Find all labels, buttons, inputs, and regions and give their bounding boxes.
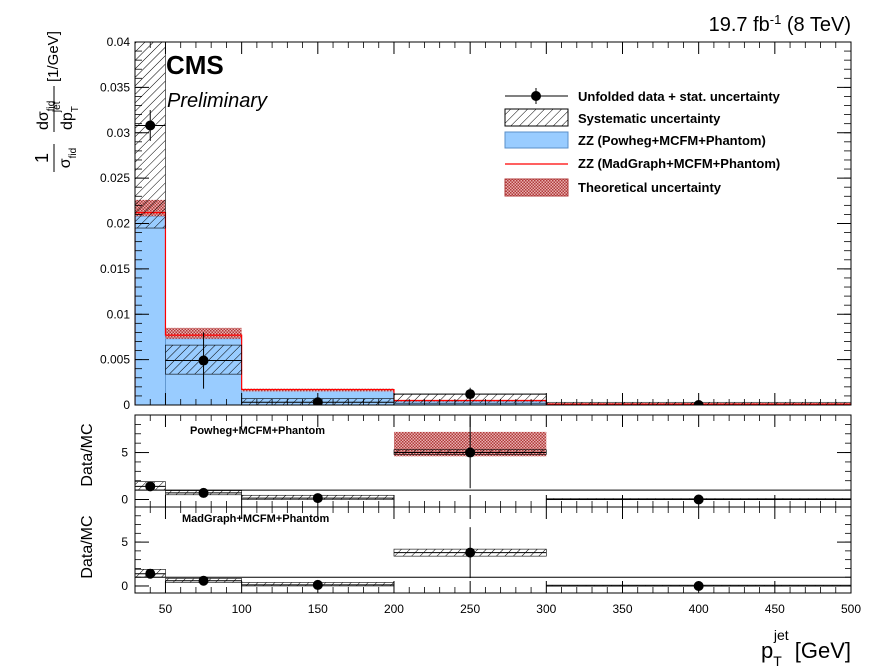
y-tick-label: 0.035 bbox=[100, 80, 130, 94]
cms-label: CMS bbox=[166, 50, 224, 80]
lumi-label: 19.7 fb-1 (8 TeV) bbox=[709, 12, 851, 37]
legend-label-theo: Theoretical uncertainty bbox=[578, 180, 722, 195]
legend-label-data: Unfolded data + stat. uncertainty bbox=[578, 89, 781, 104]
y-tick-label: 0 bbox=[123, 398, 130, 412]
ratio-panel-madgraph: 0 5 MadGraph+MCFM+Phantom bbox=[121, 506, 852, 594]
svg-text:σfid: σfid bbox=[57, 148, 79, 168]
legend-label-syst: Systematic uncertainty bbox=[578, 111, 721, 126]
y-tick-label: 0.02 bbox=[107, 217, 131, 231]
preliminary-label: Preliminary bbox=[167, 90, 268, 112]
x-tick-label: 150 bbox=[308, 602, 328, 616]
y-axis-label-ratio1: Data/MC bbox=[79, 423, 96, 486]
legend: Unfolded data + stat. uncertainty System… bbox=[504, 88, 781, 197]
x-tick-label: 250 bbox=[460, 602, 480, 616]
x-tick-label: 400 bbox=[689, 602, 709, 616]
x-axis-label: pTjet [GeV] bbox=[761, 627, 851, 669]
ratio2-title: MadGraph+MCFM+Phantom bbox=[182, 513, 330, 525]
data-point bbox=[198, 355, 209, 366]
ratio2-point bbox=[465, 547, 476, 558]
ratio2-frame bbox=[134, 506, 852, 594]
x-tick-label: 50 bbox=[159, 602, 173, 616]
legend-marker-theo bbox=[504, 178, 569, 197]
ratio2-point bbox=[145, 568, 156, 579]
y-tick-label: 0.015 bbox=[100, 262, 130, 276]
svg-text:[1/GeV]: [1/GeV] bbox=[45, 31, 62, 82]
ratio1-title: Powheg+MCFM+Phantom bbox=[190, 425, 325, 437]
x-tick-label: 450 bbox=[765, 602, 785, 616]
x-tick-label: 200 bbox=[384, 602, 404, 616]
ratio1-y-tick-label: 5 bbox=[121, 446, 128, 460]
y-axis-label-ratio2: Data/MC bbox=[79, 515, 96, 578]
y-tick-label: 0.03 bbox=[107, 126, 131, 140]
svg-text:dσfid: dσfid bbox=[35, 101, 57, 130]
legend-marker-data bbox=[505, 88, 568, 104]
powheg-bar bbox=[135, 215, 166, 405]
madgraph-line bbox=[135, 212, 851, 405]
y-tick-label: 0.025 bbox=[100, 171, 130, 185]
svg-text:1: 1 bbox=[32, 153, 52, 163]
x-axis: 50 100 150 200 250 300 350 400 450 500 bbox=[134, 42, 861, 616]
ratio1-y-tick-label: 0 bbox=[121, 492, 128, 506]
y-tick-label: 0.04 bbox=[107, 35, 131, 49]
ratio2-y-tick-label: 0 bbox=[121, 579, 128, 593]
y-tick-label: 0.01 bbox=[107, 307, 131, 321]
ratio1-point bbox=[465, 447, 476, 458]
x-tick-label: 500 bbox=[841, 602, 861, 616]
y-tick-label: 0.005 bbox=[100, 353, 130, 367]
svg-text:dpTjet: dpTjet bbox=[52, 101, 81, 130]
legend-marker-syst bbox=[504, 108, 569, 127]
x-tick-label: 300 bbox=[536, 602, 556, 616]
ratio-panel-powheg: 0 5 Powheg+MCFM+Phantom bbox=[121, 414, 852, 508]
x-tick-label: 100 bbox=[232, 602, 252, 616]
legend-marker-powheg bbox=[504, 131, 569, 149]
ratio1-point bbox=[145, 481, 156, 492]
legend-label-madgraph: ZZ (MadGraph+MCFM+Phantom) bbox=[578, 156, 780, 171]
y-axis-label-main: 1 σfid dσfid dpTjet [1/GeV] bbox=[32, 31, 81, 172]
data-point bbox=[145, 120, 156, 131]
ratio1-point bbox=[198, 487, 209, 498]
x-tick-label: 350 bbox=[612, 602, 632, 616]
ratio2-y-tick-label: 5 bbox=[121, 535, 128, 549]
ratio2-point bbox=[198, 575, 209, 586]
legend-label-powheg: ZZ (Powheg+MCFM+Phantom) bbox=[578, 133, 766, 148]
